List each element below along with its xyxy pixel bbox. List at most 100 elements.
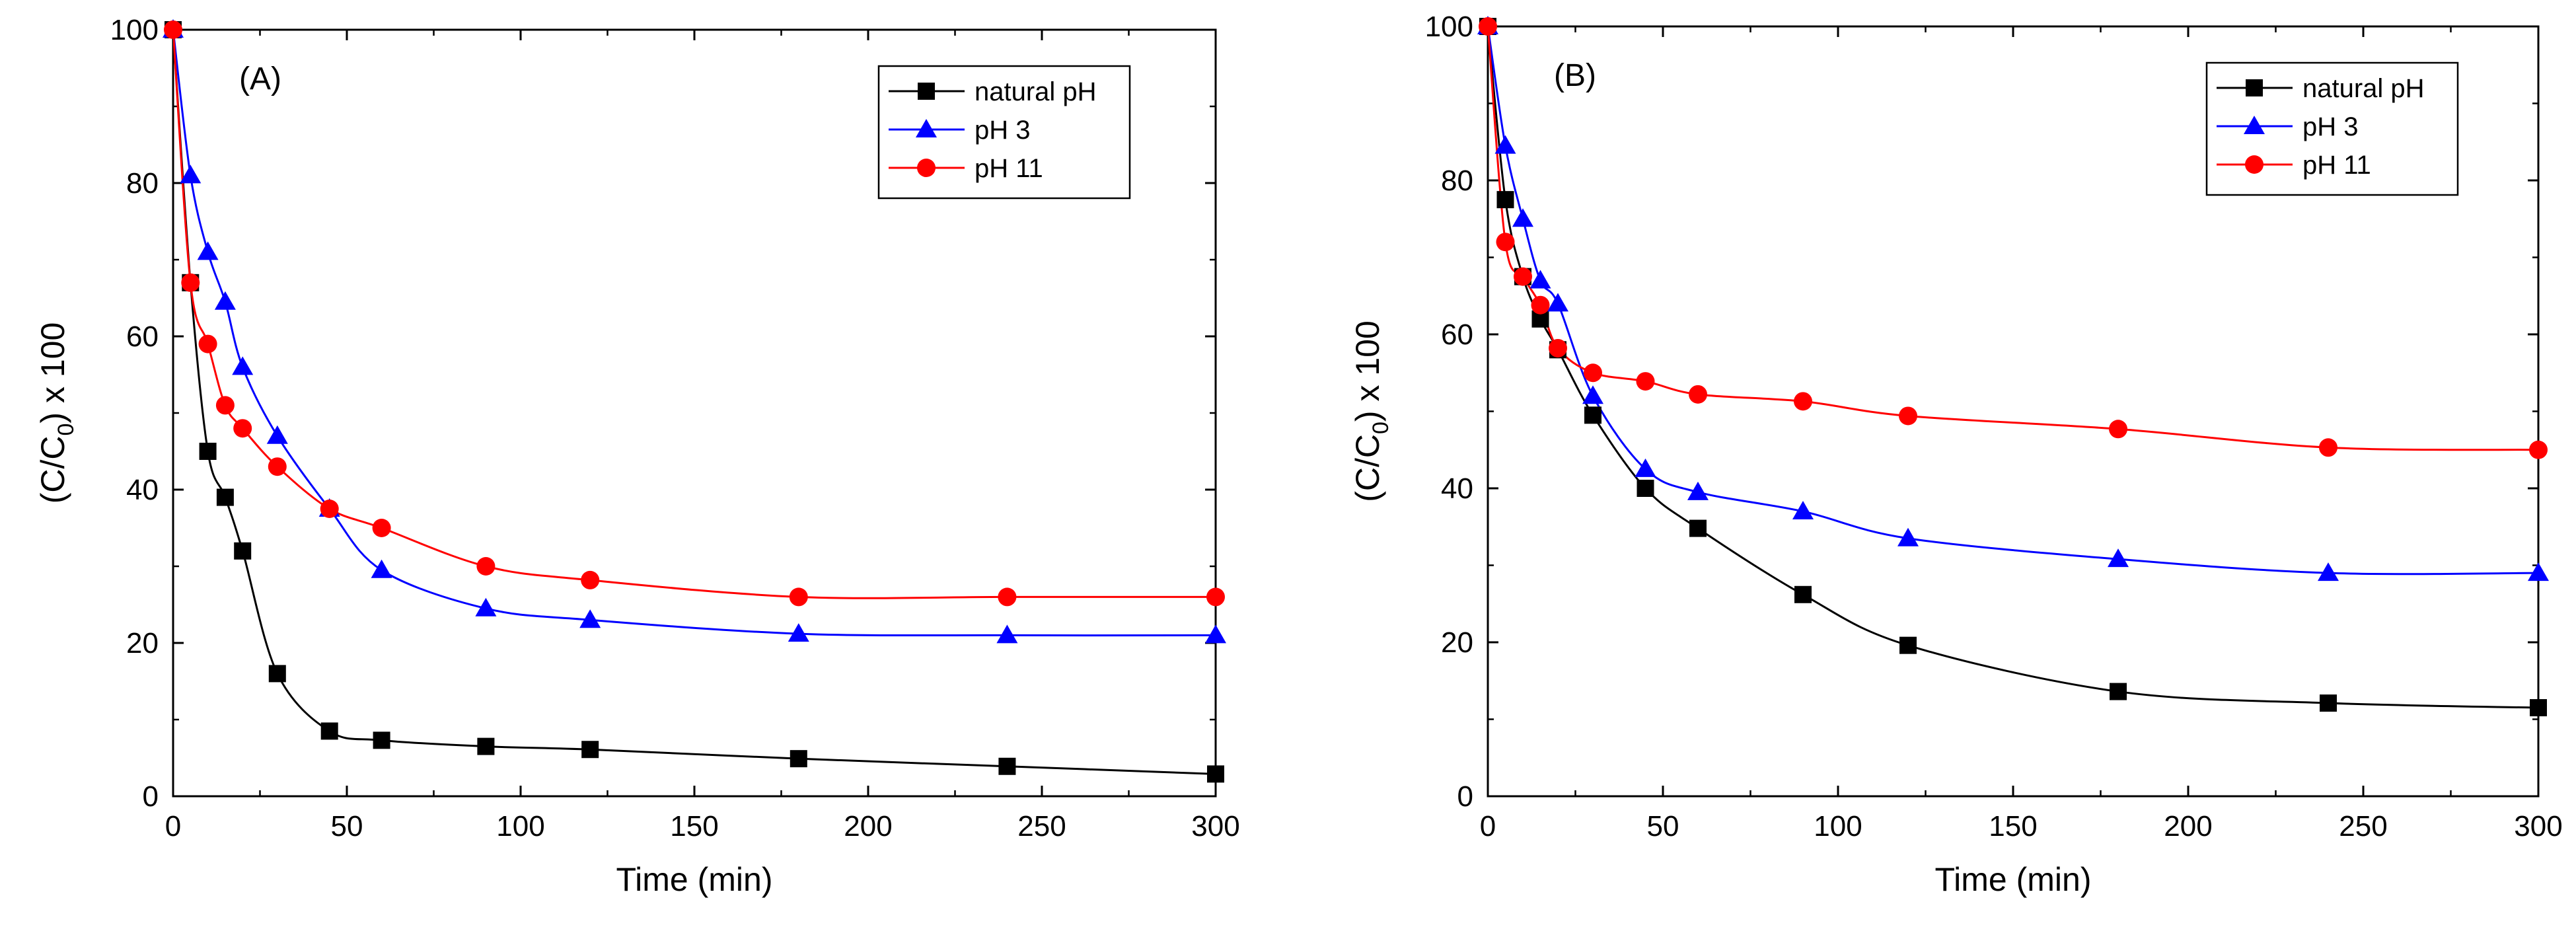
data-point bbox=[1514, 267, 1532, 286]
data-point bbox=[1794, 392, 1812, 411]
data-point bbox=[2318, 562, 2339, 581]
y-axis-title: (C/C0) x 100 bbox=[34, 322, 79, 504]
panel-a: 0 50 100 150 200 250 300 0 20 40 60 80 100 Time (min)… bbox=[34, 14, 1240, 898]
x-tick-label: 250 bbox=[2339, 810, 2387, 842]
y-tick-label: 60 bbox=[126, 320, 159, 353]
data-point bbox=[998, 757, 1016, 775]
y-axis-title-tail: ) x 100 bbox=[34, 322, 71, 424]
data-point bbox=[371, 559, 392, 578]
x-tick-label: 250 bbox=[1017, 810, 1066, 842]
data-point bbox=[320, 500, 339, 518]
data-point bbox=[181, 273, 200, 292]
data-point bbox=[1899, 636, 1917, 654]
series-line bbox=[173, 30, 1216, 775]
data-point bbox=[1479, 17, 1497, 36]
x-tick-label: 150 bbox=[670, 810, 718, 842]
legend-label: pH 3 bbox=[2302, 112, 2359, 141]
y-tick-label: 0 bbox=[143, 780, 159, 813]
legend-label: pH 11 bbox=[2302, 151, 2371, 180]
data-point bbox=[2109, 420, 2127, 439]
y-tick-label: 80 bbox=[1441, 165, 1473, 197]
y-axis-title: (C/C0) x 100 bbox=[1349, 320, 1393, 502]
data-point bbox=[1496, 233, 1515, 252]
data-point bbox=[477, 737, 495, 755]
data-point bbox=[266, 425, 288, 444]
data-point bbox=[372, 519, 391, 537]
data-point bbox=[180, 165, 202, 184]
x-tick-label: 150 bbox=[1989, 810, 2037, 842]
data-point bbox=[996, 624, 1018, 644]
y-axis-title-tail: ) x 100 bbox=[1349, 320, 1386, 422]
data-point bbox=[1584, 363, 1602, 383]
x-tick-label: 300 bbox=[1191, 810, 1239, 842]
data-point bbox=[232, 356, 254, 375]
data-point bbox=[1494, 135, 1516, 154]
data-point bbox=[1584, 406, 1601, 424]
data-point bbox=[215, 396, 235, 415]
panel-label: (A) bbox=[239, 61, 281, 96]
data-point bbox=[1529, 270, 1551, 289]
data-point bbox=[164, 20, 182, 39]
y-tick-label: 80 bbox=[126, 167, 159, 200]
x-tick-label: 200 bbox=[844, 810, 892, 842]
data-point bbox=[1899, 406, 1917, 426]
data-point bbox=[268, 665, 286, 683]
data-point bbox=[233, 419, 252, 438]
y-tick-label: 20 bbox=[126, 627, 159, 659]
data-point bbox=[216, 488, 234, 506]
data-point bbox=[1792, 500, 1814, 519]
data-point bbox=[476, 557, 496, 576]
x-tick-label: 0 bbox=[165, 810, 181, 842]
data-point bbox=[790, 750, 807, 768]
data-point bbox=[1636, 372, 1655, 391]
data-point bbox=[2319, 438, 2337, 457]
data-point bbox=[1549, 338, 1567, 357]
legend-marker bbox=[917, 159, 936, 177]
data-point bbox=[1687, 481, 1709, 500]
y-axis-title-main: (C/C bbox=[1349, 434, 1386, 502]
data-point bbox=[214, 291, 236, 310]
x-tick-label: 300 bbox=[2514, 810, 2562, 842]
legend-label: natural pH bbox=[975, 77, 1097, 106]
x-axis-title: Time (min) bbox=[1934, 861, 2091, 898]
x-tick-label: 50 bbox=[331, 810, 363, 842]
data-point bbox=[2530, 699, 2547, 717]
markers-group bbox=[163, 19, 1226, 783]
legend-marker bbox=[918, 83, 935, 100]
data-point bbox=[581, 741, 599, 759]
data-point bbox=[268, 457, 287, 476]
data-point bbox=[2529, 440, 2548, 459]
data-point bbox=[198, 334, 217, 354]
data-point bbox=[581, 570, 600, 589]
data-point bbox=[1205, 624, 1226, 644]
y-axis-title-subscript: 0 bbox=[1368, 422, 1393, 434]
data-point bbox=[2528, 562, 2549, 581]
data-point bbox=[2108, 548, 2129, 568]
data-point bbox=[1637, 480, 1654, 497]
legend-label: natural pH bbox=[2302, 74, 2425, 103]
data-point bbox=[2110, 683, 2127, 700]
data-point bbox=[1207, 765, 1224, 783]
x-tick-label: 100 bbox=[496, 810, 544, 842]
y-tick-label: 20 bbox=[1441, 626, 1473, 659]
y-tick-label: 40 bbox=[126, 474, 159, 506]
y-tick-label: 0 bbox=[1457, 780, 1473, 813]
x-tick-label: 200 bbox=[2164, 810, 2212, 842]
data-point bbox=[1794, 585, 1812, 603]
y-tick-label: 40 bbox=[1441, 472, 1473, 505]
y-tick-label: 100 bbox=[110, 14, 159, 46]
data-point bbox=[199, 443, 217, 460]
data-point bbox=[475, 597, 497, 617]
data-point bbox=[789, 587, 808, 607]
data-point bbox=[1547, 293, 1568, 312]
data-point bbox=[1689, 385, 1707, 404]
data-point bbox=[197, 241, 219, 260]
x-axis-title: Time (min) bbox=[616, 861, 772, 898]
panel-b: 0 50 100 150 200 250 300 0 20 40 60 80 100 Time (min)… bbox=[1349, 11, 2563, 898]
y-axis-title-subscript: 0 bbox=[54, 424, 79, 436]
panel-label: (B) bbox=[1554, 58, 1596, 93]
data-point bbox=[373, 731, 390, 749]
x-tick-label: 50 bbox=[1647, 810, 1679, 842]
x-tick-label: 100 bbox=[1814, 810, 1862, 842]
